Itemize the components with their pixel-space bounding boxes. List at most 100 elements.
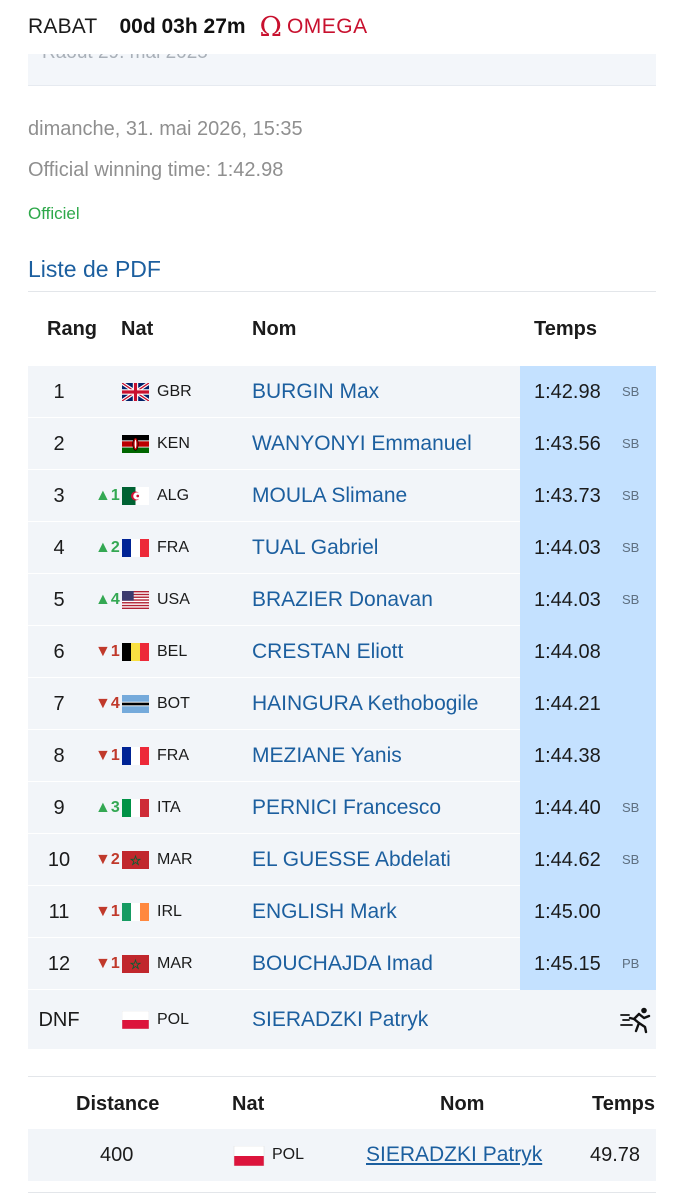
- athlete-name-link[interactable]: EL GUESSE Abdelati: [252, 848, 451, 871]
- flag-fra-icon: [122, 539, 149, 557]
- result-time: 1:44.40: [534, 797, 601, 819]
- status-badge: Officiel: [28, 204, 80, 223]
- pdf-list-link[interactable]: Liste de PDF: [28, 256, 161, 282]
- flag-ita-icon: [122, 799, 149, 817]
- column-header-name[interactable]: Nom: [440, 1093, 485, 1115]
- athlete-name-link[interactable]: HAINGURA Kethobogile: [252, 692, 479, 715]
- athlete-name-link[interactable]: BOUCHAJDA Imad: [252, 952, 433, 975]
- rank-change-down: ▼1: [95, 643, 120, 660]
- athlete-name-link[interactable]: MEZIANE Yanis: [252, 744, 402, 767]
- record-badge: SB: [622, 540, 640, 555]
- table-row-dnf[interactable]: DNF POL SIERADZKI Patryk: [28, 990, 656, 1050]
- result-time: 1:43.73: [534, 485, 601, 507]
- time-cell: 1:44.38: [520, 730, 656, 782]
- column-header-name[interactable]: Nom: [252, 318, 297, 340]
- table-row[interactable]: 3 ▲1 ALG MOULA Slimane 1:43.73 SB: [28, 470, 656, 522]
- official-winning-time: Official winning time: 1:42.98: [28, 159, 284, 181]
- nation-code: POL: [272, 1146, 305, 1163]
- rank-change-down: ▼2: [95, 851, 120, 868]
- record-badge: SB: [622, 488, 640, 503]
- previous-event-card[interactable]: Raout 29. mai 2025: [28, 54, 656, 86]
- result-time: 1:43.56: [534, 433, 601, 455]
- result-time: 1:42.98: [534, 381, 601, 403]
- splits-table: Distance Nat Nom Temps 400 POL SIERADZKI P…: [28, 1076, 656, 1181]
- flag-pol-icon: [122, 1011, 149, 1029]
- split-time: 49.78: [590, 1144, 641, 1166]
- record-badge: PB: [622, 956, 640, 971]
- flag-pol-icon: [233, 1146, 265, 1166]
- result-time: 1:44.21: [534, 693, 601, 715]
- athlete-name-link[interactable]: CRESTAN Eliott: [252, 640, 404, 663]
- column-header-nat[interactable]: Nat: [121, 318, 154, 340]
- table-row[interactable]: 8 ▼1 FRA MEZIANE Yanis 1:44.38: [28, 730, 656, 782]
- result-time: 1:44.38: [534, 745, 601, 767]
- athlete-name-link[interactable]: PERNICI Francesco: [252, 796, 442, 819]
- nation-code: IRL: [157, 903, 182, 920]
- time-cell: 1:44.62 SB: [520, 834, 656, 886]
- athlete-name-link[interactable]: MOULA Slimane: [252, 484, 408, 507]
- column-header-time[interactable]: Temps: [592, 1093, 655, 1115]
- split-leader-name-link[interactable]: SIERADZKI Patryk: [366, 1143, 543, 1166]
- table-row[interactable]: 5 ▲4 USA BRAZIER Donavan 1:44.03 SB: [28, 574, 656, 626]
- nation-code: ITA: [157, 799, 181, 816]
- athlete-name-link[interactable]: TUAL Gabriel: [252, 536, 379, 559]
- flag-alg-icon: [122, 487, 149, 505]
- column-header-rank[interactable]: Rang: [47, 318, 97, 340]
- flag-mar-icon: [122, 851, 149, 869]
- runner-icon: [620, 1006, 654, 1034]
- rank-change-up: ▲4: [95, 591, 120, 608]
- rank-change-down: ▼1: [95, 955, 120, 972]
- table-row[interactable]: 9 ▲3 ITA PERNICI Francesco 1:44.40 SB: [28, 782, 656, 834]
- table-row[interactable]: 4 ▲2 FRA TUAL Gabriel 1:44.03 SB: [28, 522, 656, 574]
- table-row[interactable]: 11 ▼1 IRL ENGLISH Mark 1:45.00: [28, 886, 656, 938]
- time-cell: 1:44.08: [520, 626, 656, 678]
- splits-body: 400 POL SIERADZKI Patryk 49.78: [28, 1129, 656, 1181]
- time-cell: 1:45.00: [520, 886, 656, 938]
- flag-gbr-icon: [122, 383, 149, 401]
- previous-event-text: Raout 29. mai 2025: [42, 54, 208, 64]
- athlete-name-link[interactable]: BRAZIER Donavan: [252, 588, 433, 611]
- result-time: 1:44.03: [534, 537, 601, 559]
- column-header-distance[interactable]: Distance: [76, 1093, 160, 1115]
- table-row[interactable]: 12 ▼1 MAR BOUCHAJDA Imad 1:45.15 PB: [28, 938, 656, 990]
- record-badge: SB: [622, 436, 640, 451]
- time-cell: 1:44.40 SB: [520, 782, 656, 834]
- rank-change-up: ▲1: [95, 487, 120, 504]
- rank-change-up: ▲3: [95, 799, 120, 816]
- table-row[interactable]: 2 KEN WANYONYI Emmanuel 1:43.56 SB: [28, 418, 656, 470]
- athlete-name-link[interactable]: BURGIN Max: [252, 380, 380, 403]
- record-badge: SB: [622, 852, 640, 867]
- nation-code: USA: [157, 591, 190, 608]
- rank-cell: DNF: [38, 1009, 80, 1031]
- record-badge: SB: [622, 384, 640, 399]
- athlete-name-link[interactable]: WANYONYI Emmanuel: [252, 432, 472, 455]
- athlete-name-link[interactable]: ENGLISH Mark: [252, 900, 397, 923]
- column-header-time[interactable]: Temps: [534, 318, 597, 340]
- table-row[interactable]: 7 ▼4 BOT HAINGURA Kethobogile 1:44.21: [28, 678, 656, 730]
- column-header-nat[interactable]: Nat: [232, 1093, 265, 1115]
- countdown-timer: 00d 03h 27m: [119, 15, 246, 38]
- table-row[interactable]: 1 GBR BURGIN Max 1:42.98 SB: [28, 366, 656, 418]
- nation-code: FRA: [157, 539, 189, 556]
- split-row[interactable]: 400 POL SIERADZKI Patryk 49.78: [28, 1129, 656, 1181]
- time-cell: 1:44.21: [520, 678, 656, 730]
- rank-change-down: ▼4: [95, 695, 120, 712]
- result-time: 1:44.62: [534, 849, 601, 871]
- table-row[interactable]: 10 ▼2 MAR EL GUESSE Abdelati 1:44.62 SB: [28, 834, 656, 886]
- rank-cell: 5: [53, 589, 65, 611]
- time-cell: 1:42.98 SB: [520, 366, 656, 418]
- rank-cell: 2: [53, 433, 65, 455]
- athlete-name-link[interactable]: SIERADZKI Patryk: [252, 1008, 429, 1031]
- rank-cell: 7: [53, 693, 65, 715]
- rank-cell: 9: [53, 797, 65, 819]
- meeting-city: RABAT: [28, 15, 98, 38]
- omega-logo: Ω OMEGA: [260, 14, 368, 41]
- flag-bel-icon: [122, 643, 149, 661]
- nation-code: MAR: [157, 955, 193, 972]
- nation-code: GBR: [157, 383, 192, 400]
- event-date: dimanche, 31. mai 2026, 15:35: [28, 118, 303, 140]
- omega-wordmark: OMEGA: [286, 15, 368, 38]
- rank-cell: 8: [53, 745, 65, 767]
- table-row[interactable]: 6 ▼1 BEL CRESTAN Eliott 1:44.08: [28, 626, 656, 678]
- flag-ken-icon: [122, 435, 149, 453]
